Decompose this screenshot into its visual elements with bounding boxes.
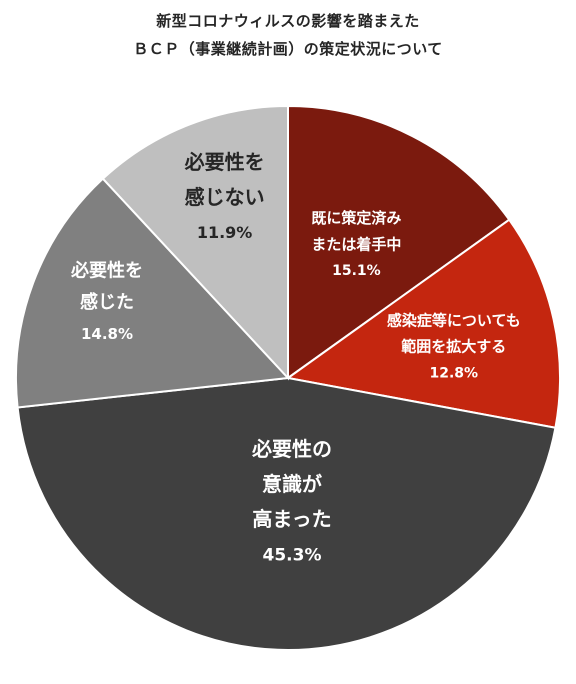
slice-category-label-4: 感じない [185, 185, 265, 209]
pie-slice-3 [15, 177, 291, 409]
slice-category-label-1: 感染症等についても [387, 312, 521, 330]
chart-title-line1: 新型コロナウィルスの影響を踏まえた [156, 12, 420, 30]
chart-title-line2: ＢＣＰ（事業継続計画）の策定状況について [133, 40, 443, 58]
pie-slice-2 [16, 376, 557, 651]
slice-value-label-2: 45.3% [263, 546, 322, 566]
slice-category-label-3: 感じた [80, 291, 134, 313]
pie-slice-1 [285, 218, 561, 429]
slice-category-label-0: または着手中 [311, 236, 401, 254]
slice-category-label-3: 必要性を [70, 260, 143, 282]
slice-category-label-2: 必要性の [251, 437, 332, 461]
slice-category-label-0: 既に策定済み [311, 209, 401, 227]
slice-category-label-2: 意識が [262, 472, 322, 496]
pie-slice-0 [287, 104, 511, 380]
slice-value-label-3: 14.8% [81, 325, 133, 343]
slice-category-label-2: 高まった [252, 507, 331, 531]
slice-value-label-4: 11.9% [197, 223, 253, 242]
slice-category-label-4: 必要性を [184, 150, 265, 174]
slice-category-label-1: 範囲を拡大する [401, 338, 506, 356]
slice-value-label-0: 15.1% [332, 263, 381, 279]
slice-value-label-1: 12.8% [430, 366, 479, 382]
pie-slice-4 [101, 104, 289, 381]
